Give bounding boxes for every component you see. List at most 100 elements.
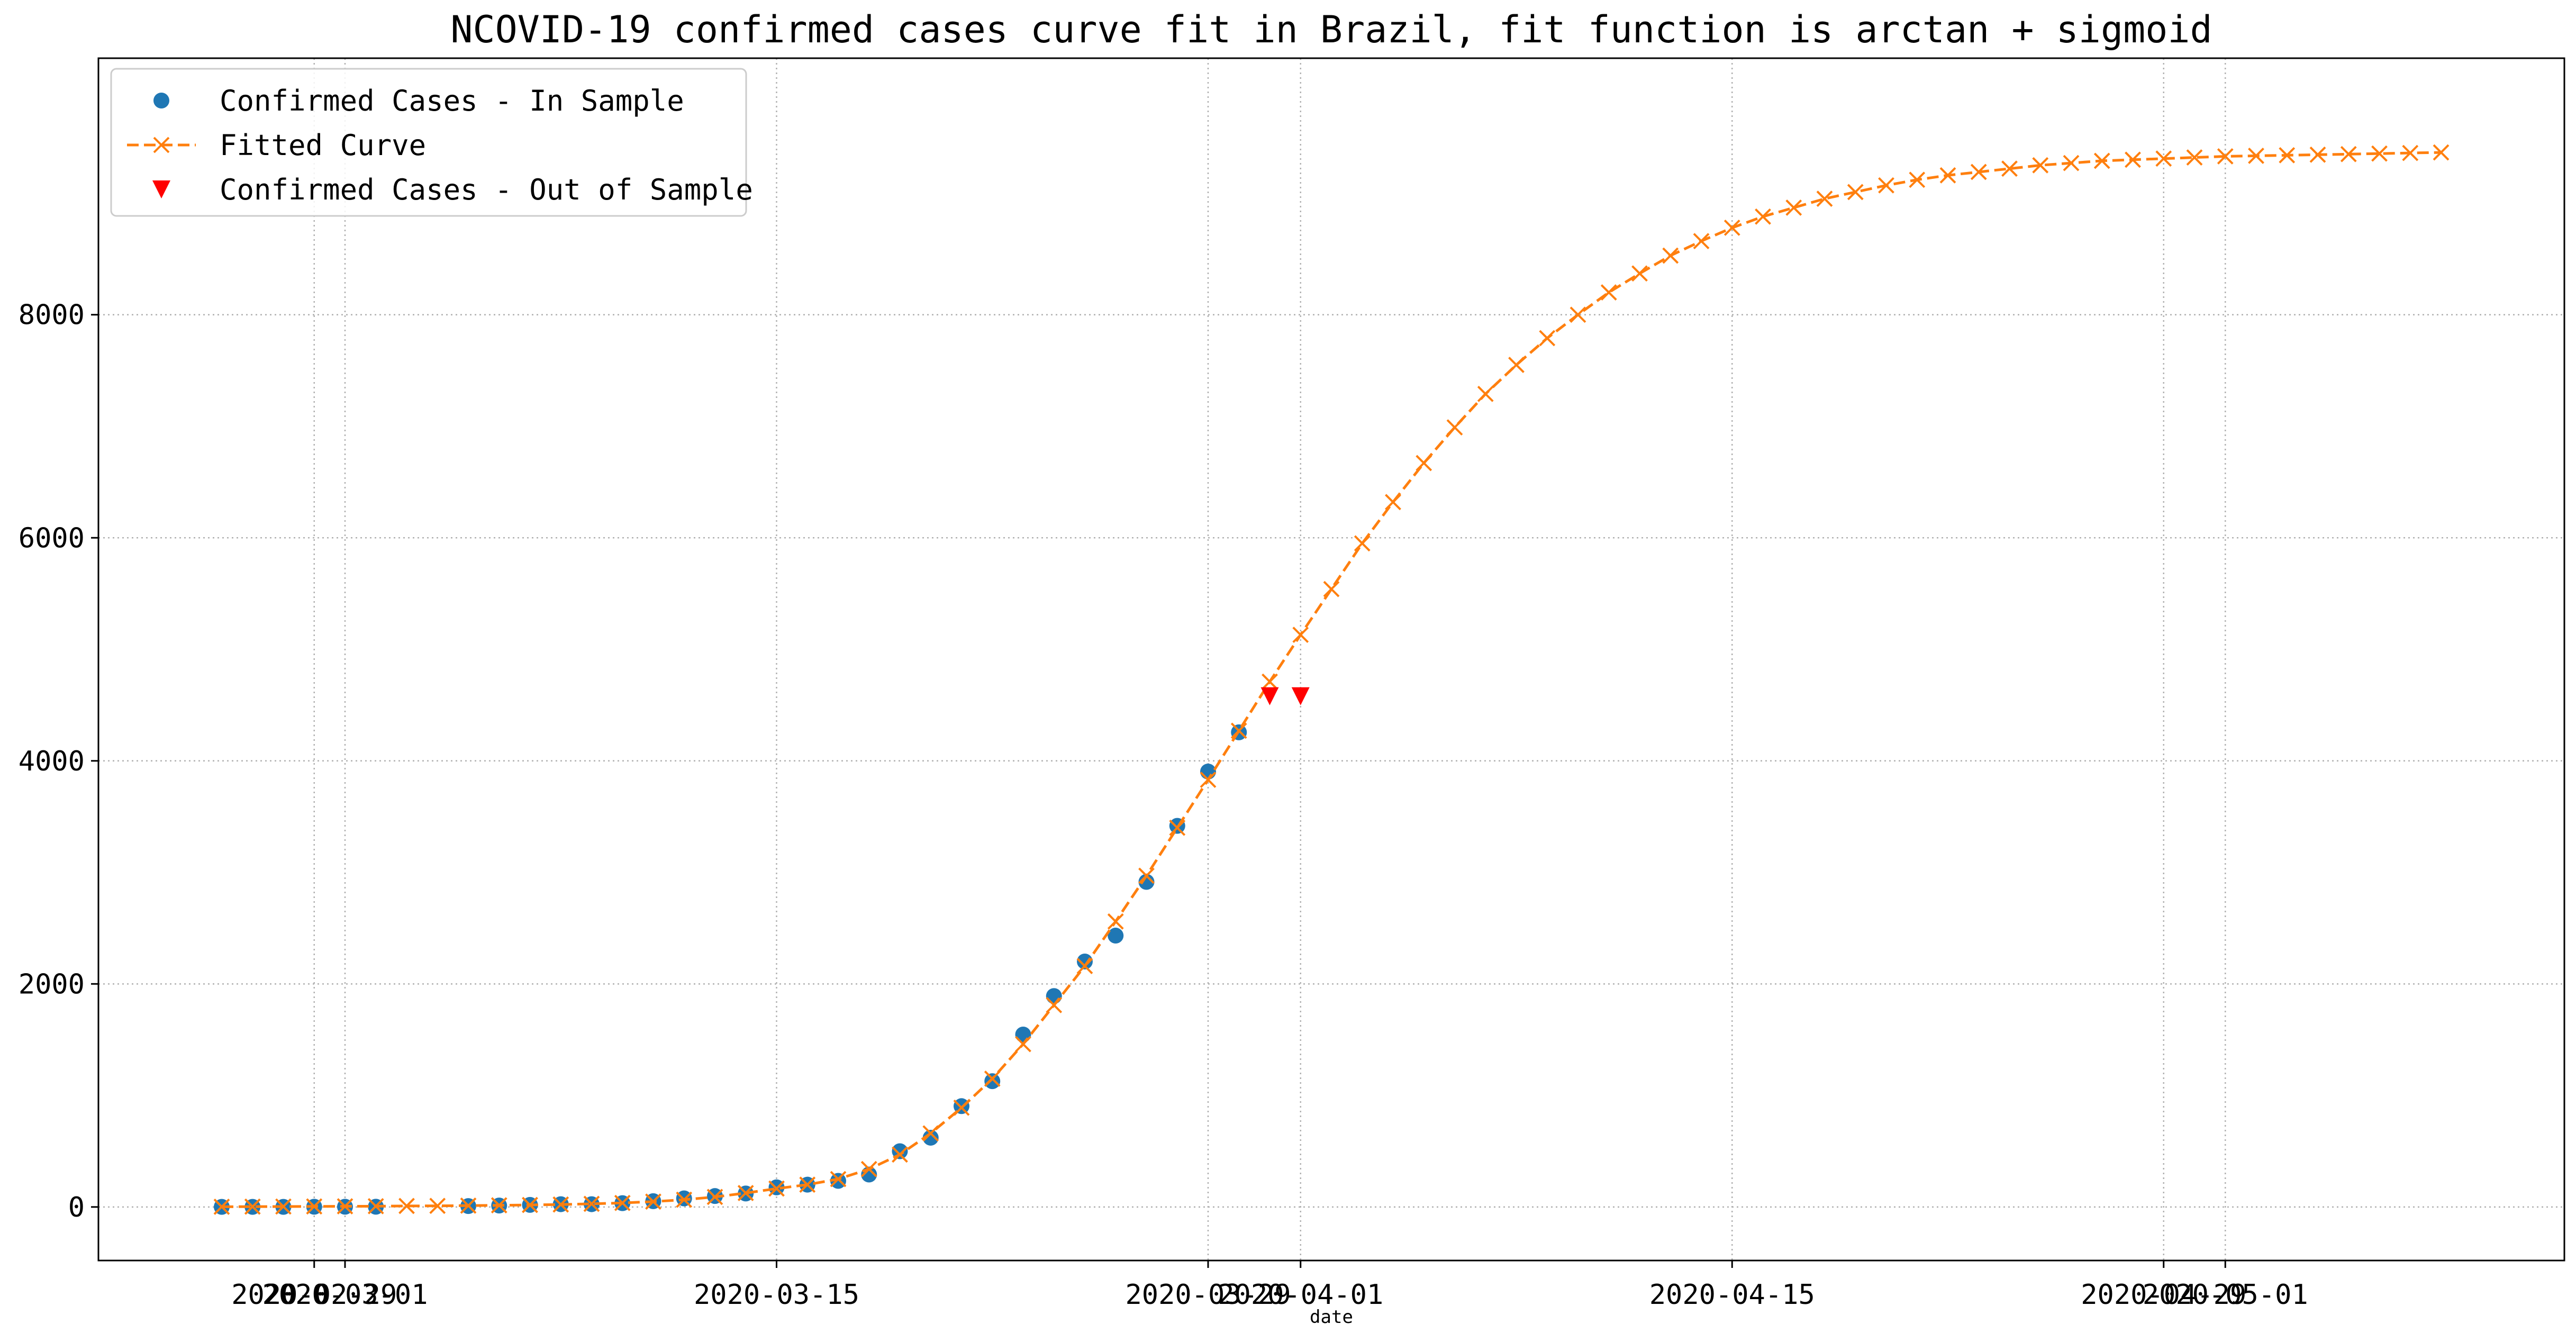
fitted-curve-point bbox=[2279, 147, 2296, 164]
x-marker-stroke bbox=[2433, 144, 2450, 161]
fitted-curve-point bbox=[1785, 200, 1802, 216]
legend-marker bbox=[153, 137, 170, 153]
fitted-curve-point bbox=[2340, 146, 2357, 162]
fitted-curve-point bbox=[2032, 157, 2049, 174]
fitted-curve-point bbox=[275, 1198, 292, 1215]
fitted-curve-point bbox=[367, 1198, 384, 1214]
fitted-curve-point bbox=[922, 1125, 939, 1142]
fitted-curve-point bbox=[1939, 167, 1956, 184]
fitted-curve-point bbox=[1076, 958, 1093, 975]
x-marker-stroke bbox=[244, 1198, 261, 1215]
x-marker-stroke bbox=[1724, 219, 1740, 236]
x-marker-stroke bbox=[676, 1191, 693, 1208]
x-tick-label: 2020-04-15 bbox=[1649, 1279, 1815, 1311]
fitted-curve-point bbox=[2248, 148, 2264, 164]
fitted-curve-point bbox=[1508, 357, 1525, 374]
in-sample-point bbox=[1077, 953, 1093, 969]
legend: Confirmed Cases - In Sample Fitted Curve C… bbox=[110, 68, 753, 217]
fitted-curve-point bbox=[1169, 819, 1186, 836]
in-sample-point bbox=[1046, 988, 1062, 1004]
fitted-curve-point bbox=[1354, 535, 1371, 552]
x-marker-stroke bbox=[1847, 184, 1864, 201]
fitted-curve-point bbox=[1292, 627, 1309, 643]
fitted-curve-point bbox=[984, 1071, 1001, 1087]
x-marker-stroke bbox=[153, 137, 170, 153]
fitted-curve-point bbox=[306, 1198, 323, 1215]
fitted-curve-point bbox=[1323, 581, 1340, 597]
out-of-sample-point bbox=[1260, 687, 1279, 705]
in-sample-point bbox=[1138, 874, 1155, 890]
x-marker-stroke bbox=[2001, 160, 2018, 177]
x-marker-stroke bbox=[1785, 200, 1802, 216]
fitted-curve-point bbox=[1477, 385, 1494, 402]
fitted-curve-point bbox=[1570, 306, 1586, 323]
x-marker-stroke bbox=[429, 1198, 446, 1214]
fitted-curve-point bbox=[2402, 144, 2419, 161]
fitted-curve-point bbox=[676, 1191, 693, 1208]
fitted-curve-point bbox=[2186, 149, 2203, 166]
fitted-curve-point bbox=[1755, 208, 1771, 225]
x-marker-stroke bbox=[213, 1198, 230, 1215]
fitted-curve-point bbox=[213, 1198, 230, 1215]
x-marker-stroke bbox=[830, 1171, 847, 1187]
y-tick-label: 0 bbox=[68, 1192, 85, 1223]
legend-marker bbox=[152, 180, 170, 198]
x-marker-stroke bbox=[2186, 149, 2203, 166]
x-tick-label: 2020-05-01 bbox=[2143, 1279, 2308, 1311]
x-marker-stroke bbox=[984, 1071, 1001, 1087]
fitted-curve-point bbox=[1107, 913, 1124, 930]
x-marker-stroke bbox=[337, 1198, 353, 1214]
x-marker-stroke bbox=[1600, 284, 1617, 301]
x-tick-label: 2020-04-29 bbox=[2081, 1279, 2246, 1311]
fitted-curve-point bbox=[1138, 867, 1155, 884]
x-marker-stroke bbox=[1385, 494, 1401, 511]
x-marker-stroke bbox=[1662, 247, 1679, 264]
legend-label: Fitted Curve bbox=[220, 129, 426, 162]
series-fitted-curve bbox=[213, 144, 2450, 1215]
legend-label: Confirmed Cases - In Sample bbox=[220, 84, 684, 117]
x-marker-stroke bbox=[1292, 627, 1309, 643]
x-marker-stroke bbox=[2279, 147, 2296, 164]
out-of-sample-point bbox=[1291, 687, 1310, 705]
in-sample-point bbox=[1200, 764, 1216, 780]
fitted-curve-point bbox=[1816, 191, 1833, 207]
x-marker-stroke bbox=[614, 1194, 631, 1211]
fitted-curve-point bbox=[737, 1185, 754, 1201]
x-marker-stroke bbox=[737, 1185, 754, 1201]
in-sample-point bbox=[922, 1129, 939, 1146]
fitted-curve-point bbox=[2155, 150, 2172, 167]
x-marker-stroke bbox=[1755, 208, 1771, 225]
legend-box bbox=[110, 68, 747, 217]
x-marker-stroke bbox=[1015, 1036, 1031, 1053]
y-tick-label: 2000 bbox=[19, 968, 85, 1000]
fitted-curve-point bbox=[244, 1198, 261, 1215]
x-marker-stroke bbox=[2032, 157, 2049, 174]
x-marker-stroke bbox=[1477, 385, 1494, 402]
x-marker-stroke bbox=[1107, 913, 1124, 930]
fitted-curve-point bbox=[583, 1195, 600, 1212]
x-marker-stroke bbox=[460, 1197, 477, 1214]
y-tick-label: 8000 bbox=[19, 300, 85, 331]
fitted-curve-point bbox=[799, 1176, 816, 1193]
plot-series bbox=[213, 144, 2450, 1215]
fitted-curve-point bbox=[1724, 219, 1740, 236]
fitted-curve-point bbox=[1631, 265, 1648, 282]
in-sample-point bbox=[1015, 1026, 1031, 1042]
x-marker-stroke bbox=[1076, 958, 1093, 975]
legend-label: Confirmed Cases - Out of Sample bbox=[220, 173, 753, 206]
x-marker-stroke bbox=[2309, 146, 2326, 163]
fitted-curve-point bbox=[2125, 151, 2141, 168]
x-marker-stroke bbox=[2063, 155, 2080, 171]
x-marker-stroke bbox=[1939, 167, 1956, 184]
fitted-curve-point bbox=[2063, 155, 2080, 171]
fitted-curve-point bbox=[1015, 1036, 1031, 1053]
x-marker-stroke bbox=[2248, 148, 2264, 164]
x-marker-stroke bbox=[2093, 152, 2110, 169]
x-tick-label: 2020-03-15 bbox=[694, 1279, 859, 1311]
series-in-sample bbox=[214, 724, 1247, 1215]
chart-title: NCOVID-19 confirmed cases curve fit in B… bbox=[450, 8, 2212, 51]
fitted-curve-point bbox=[830, 1171, 847, 1187]
fitted-curve-point bbox=[645, 1193, 661, 1210]
x-marker-stroke bbox=[1230, 722, 1247, 739]
fitted-curve-point bbox=[1539, 330, 1556, 347]
